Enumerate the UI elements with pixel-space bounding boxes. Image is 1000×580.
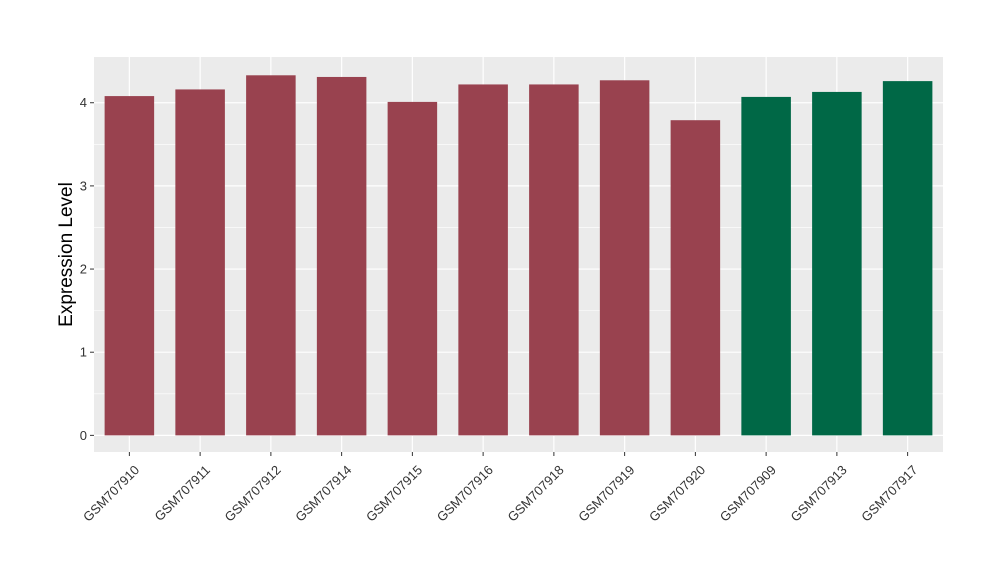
x-tick-label: GSM707911 [151, 462, 213, 524]
bar-GSM707913 [812, 91, 862, 436]
x-axis: GSM707910 GSM707911 GSM707912 GSM707914 GSM7… [80, 452, 921, 525]
bar-GSM707915 [387, 101, 438, 436]
bar-GSM707910 [104, 96, 155, 436]
bar-GSM707918 [529, 84, 579, 436]
y-tick-label: 0 [80, 428, 87, 443]
x-tick-label: GSM707910 [80, 462, 142, 524]
plot-panel [94, 57, 943, 452]
x-tick-label: GSM707920 [646, 462, 708, 524]
x-tick-label: GSM707917 [858, 462, 920, 524]
bars [104, 75, 933, 436]
x-tick-label: GSM707913 [788, 462, 850, 524]
bar-GSM707920 [670, 120, 721, 436]
minor-gridlines [94, 144, 943, 395]
y-tick-label: 1 [80, 345, 87, 360]
bar-GSM707917 [882, 81, 933, 436]
bar-GSM707911 [175, 89, 225, 436]
x-tick-label: GSM707915 [363, 462, 425, 524]
y-tick-label: 2 [80, 262, 87, 277]
x-tick-label: GSM707912 [222, 462, 284, 524]
y-axis-title: Expression Level [56, 182, 77, 327]
y-axis: 0 1 2 3 4 [80, 95, 94, 443]
bar-GSM707912 [246, 75, 296, 436]
bar-GSM707919 [599, 80, 650, 436]
x-tick-label: GSM707914 [292, 462, 354, 524]
bar-GSM707916 [458, 84, 508, 436]
x-tick-label: GSM707919 [575, 462, 637, 524]
bar-GSM707914 [316, 76, 367, 436]
bar-GSM707909 [741, 96, 791, 436]
y-tick-label: 4 [80, 95, 87, 110]
x-tick-label: GSM707909 [717, 462, 779, 524]
x-tick-label: GSM707916 [434, 462, 496, 524]
x-tick-label: GSM707918 [505, 462, 567, 524]
y-tick-label: 3 [80, 178, 87, 193]
